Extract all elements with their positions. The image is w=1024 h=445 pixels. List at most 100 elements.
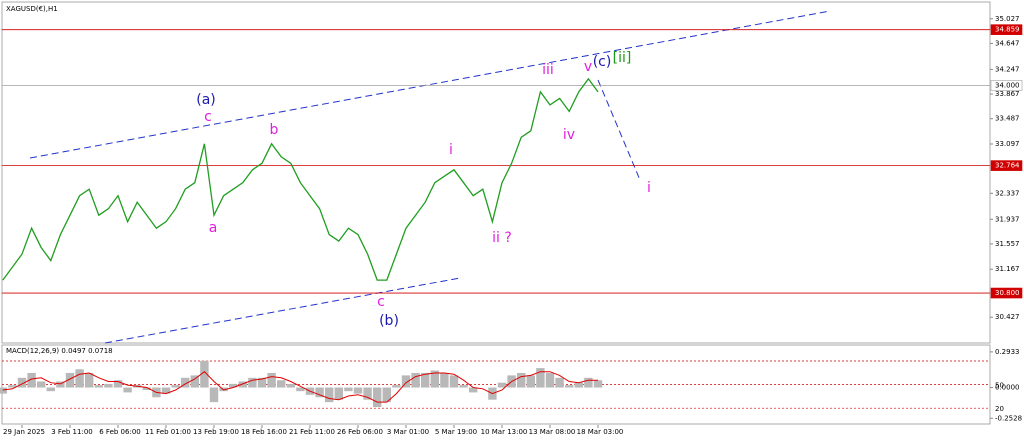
trend-line <box>29 10 831 159</box>
histogram-bar <box>584 377 593 388</box>
histogram-bar <box>411 372 420 388</box>
histogram-bar <box>37 381 46 388</box>
histogram-bar <box>334 387 343 400</box>
wave-label: (b) <box>379 313 399 329</box>
level-label: 34.859 <box>995 26 1020 34</box>
level-tag <box>990 80 1023 91</box>
histogram-bar <box>123 387 132 393</box>
histogram-bar <box>267 372 276 388</box>
y2-tick-label: 50 <box>995 382 1004 390</box>
x-tick-label: 26 Feb 06:00 <box>337 428 383 436</box>
histogram-bar <box>65 372 75 388</box>
histogram-bar <box>459 385 468 388</box>
histogram-bar <box>449 375 459 388</box>
histogram-bar <box>574 382 583 388</box>
x-tick-label: 18 Mar 03:00 <box>577 428 624 436</box>
histogram-bar <box>161 387 171 394</box>
histogram-bar <box>113 380 123 388</box>
level-tag <box>990 287 1023 299</box>
y-tick-label: 33.487 <box>995 115 1020 123</box>
x-tick-label: 21 Feb 11:00 <box>289 428 335 436</box>
histogram-bar <box>229 383 238 388</box>
forecast-line <box>597 79 641 181</box>
y-tick-label: 33.867 <box>995 90 1020 98</box>
x-tick-label: 3 Feb 11:00 <box>51 428 92 436</box>
y-tick-label: 0.2933 <box>995 348 1020 356</box>
y-tick-label: 31.167 <box>995 265 1020 273</box>
histogram-bar <box>277 380 286 388</box>
histogram-bar <box>238 381 247 388</box>
histogram-bar <box>555 377 564 388</box>
histogram-bar <box>56 381 65 388</box>
level-tag <box>990 24 1023 35</box>
x-tick-label: 5 Mar 19:00 <box>435 428 477 436</box>
wave-label: iii <box>542 62 554 78</box>
y-tick-label: 33.097 <box>995 140 1020 148</box>
histogram-bar <box>171 385 180 388</box>
histogram-bar <box>75 369 84 388</box>
level-label: 32.764 <box>995 162 1020 170</box>
histogram-bar <box>190 375 199 388</box>
histogram-bar <box>17 377 27 388</box>
signal-line <box>2 371 598 403</box>
y-tick-label: 35.027 <box>995 15 1020 23</box>
y-tick-label: 31.557 <box>995 240 1020 248</box>
histogram-bar <box>0 387 7 394</box>
y-tick-label: 34.647 <box>995 39 1020 47</box>
histogram-bar <box>497 382 507 388</box>
histogram-bar <box>469 387 478 393</box>
histogram-bar <box>200 360 209 388</box>
histogram-bar <box>344 387 353 392</box>
histogram-bar <box>421 372 430 388</box>
histogram-bar <box>248 377 257 388</box>
y-tick-label: 34.247 <box>995 65 1020 73</box>
histogram-bar <box>353 387 363 394</box>
wave-label: v <box>584 59 592 75</box>
wave-label: c <box>377 294 385 310</box>
histogram-bar <box>401 375 411 388</box>
histogram-bar <box>373 387 382 407</box>
wave-label: (c) <box>593 54 612 70</box>
x-tick-label: 3 Mar 01:00 <box>387 428 429 436</box>
histogram-bar <box>209 387 219 403</box>
histogram-bar <box>545 372 555 388</box>
histogram-bar <box>257 377 267 388</box>
price-line <box>2 77 599 281</box>
y2-tick-label: 20 <box>995 405 1004 413</box>
histogram-bar <box>536 368 545 388</box>
y-tick-label: 30.427 <box>995 313 1020 321</box>
y-tick-label: -0.2528 <box>995 414 1022 422</box>
macd-title: MACD(12,26,9) 0.0497 0.0718 <box>6 347 113 355</box>
histogram-bar <box>430 370 439 388</box>
histogram-bar <box>8 385 17 388</box>
x-tick-label: 13 Mar 08:00 <box>529 428 576 436</box>
histogram-bar <box>94 385 103 388</box>
histogram-bar <box>440 372 449 388</box>
wave-label: [ii] <box>613 50 632 66</box>
histogram-bar <box>517 372 526 388</box>
x-tick-label: 11 Feb 01:00 <box>145 428 191 436</box>
histogram-bar <box>46 387 55 392</box>
y-tick-label: 32.337 <box>995 189 1020 197</box>
histogram-bar <box>526 375 535 388</box>
histogram-bar <box>565 385 574 388</box>
histogram-bar <box>593 380 603 388</box>
wave-label: a <box>209 220 218 236</box>
x-tick-label: 6 Feb 06:00 <box>99 428 140 436</box>
y-tick-label: 31.937 <box>995 215 1020 223</box>
wave-label: i <box>449 142 453 158</box>
histogram-bar <box>325 387 334 403</box>
histogram-bar <box>27 372 36 388</box>
x-tick-label: 13 Feb 19:00 <box>193 428 239 436</box>
histogram-bar <box>363 387 372 400</box>
histogram-bar <box>392 385 401 388</box>
symbol-title: XAGUSD(€),H1 <box>6 5 58 13</box>
histogram-bar <box>104 383 113 388</box>
x-tick-label: 18 Feb 16:00 <box>241 428 287 436</box>
histogram-bar <box>286 383 295 388</box>
x-tick-label: 10 Mar 13:00 <box>481 428 528 436</box>
histogram-bar <box>142 387 151 390</box>
level-tag <box>990 160 1023 171</box>
